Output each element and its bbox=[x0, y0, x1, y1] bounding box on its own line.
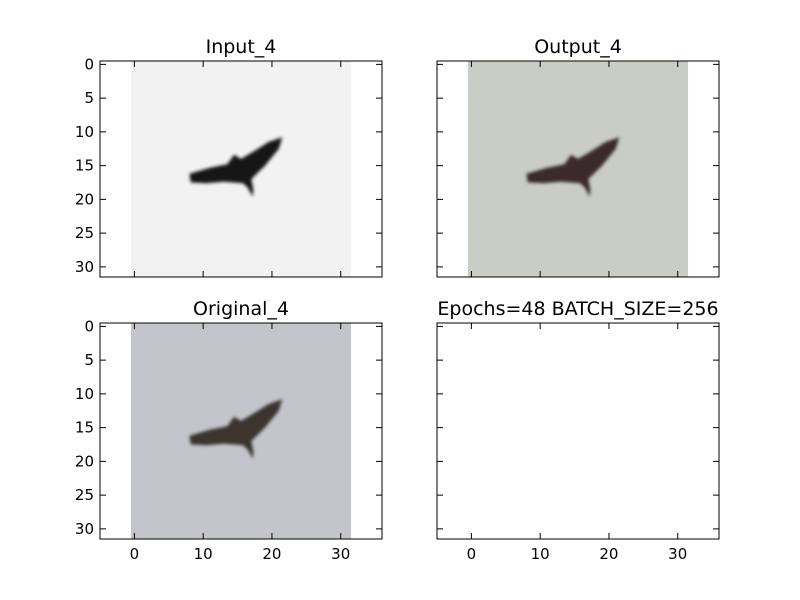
subplot-3: 0 10 20 30 0 5 10 15 20 25 30 Original_4 bbox=[75, 298, 383, 563]
subplot-2: Output_4 bbox=[436, 36, 720, 278]
subplot-title: Input_4 bbox=[206, 36, 277, 58]
y-tick-label: 20 bbox=[75, 452, 94, 470]
subplot-title: Original_4 bbox=[193, 298, 289, 320]
y-tick-label: 30 bbox=[75, 258, 94, 276]
y-tick-label: 5 bbox=[84, 351, 94, 369]
subplot-title: Output_4 bbox=[534, 36, 622, 58]
axes-frame bbox=[99, 322, 383, 540]
y-tick-label: 10 bbox=[75, 385, 94, 403]
x-tick-label: 0 bbox=[467, 545, 477, 563]
x-tick-label: 20 bbox=[262, 545, 281, 563]
y-tick-label: 20 bbox=[75, 190, 94, 208]
subplot-4: 0 10 20 30 Epochs=48 BATCH_SIZE=256 bbox=[436, 298, 720, 563]
x-tick-label: 0 bbox=[130, 545, 140, 563]
x-tick-label: 20 bbox=[599, 545, 618, 563]
image-2 bbox=[467, 61, 689, 277]
axes-frame bbox=[99, 60, 383, 278]
x-tick-label: 30 bbox=[668, 545, 687, 563]
x-tick-label: 10 bbox=[531, 545, 550, 563]
bird-shape bbox=[189, 137, 283, 197]
y-tick-label: 5 bbox=[84, 89, 94, 107]
axes-frame bbox=[436, 60, 720, 278]
y-tick-label: 25 bbox=[75, 486, 94, 504]
y-tick-label: 15 bbox=[75, 157, 94, 175]
y-tick-label: 15 bbox=[75, 419, 94, 437]
y-tick-label: 0 bbox=[84, 55, 94, 73]
y-tick-label: 10 bbox=[75, 123, 94, 141]
subplot-title: Epochs=48 BATCH_SIZE=256 bbox=[437, 298, 718, 320]
bird-shape bbox=[526, 137, 620, 197]
image-1 bbox=[130, 61, 352, 277]
x-tick-label: 10 bbox=[194, 545, 213, 563]
image-3 bbox=[130, 323, 352, 539]
y-tick-label: 0 bbox=[84, 317, 94, 335]
bird-shape bbox=[189, 399, 283, 459]
y-tick-label: 30 bbox=[75, 520, 94, 538]
subplot-1: 0 5 10 15 20 25 30 Input_4 bbox=[75, 36, 383, 278]
axes-frame bbox=[436, 322, 720, 540]
x-tick-label: 30 bbox=[331, 545, 350, 563]
y-tick-label: 25 bbox=[75, 224, 94, 242]
